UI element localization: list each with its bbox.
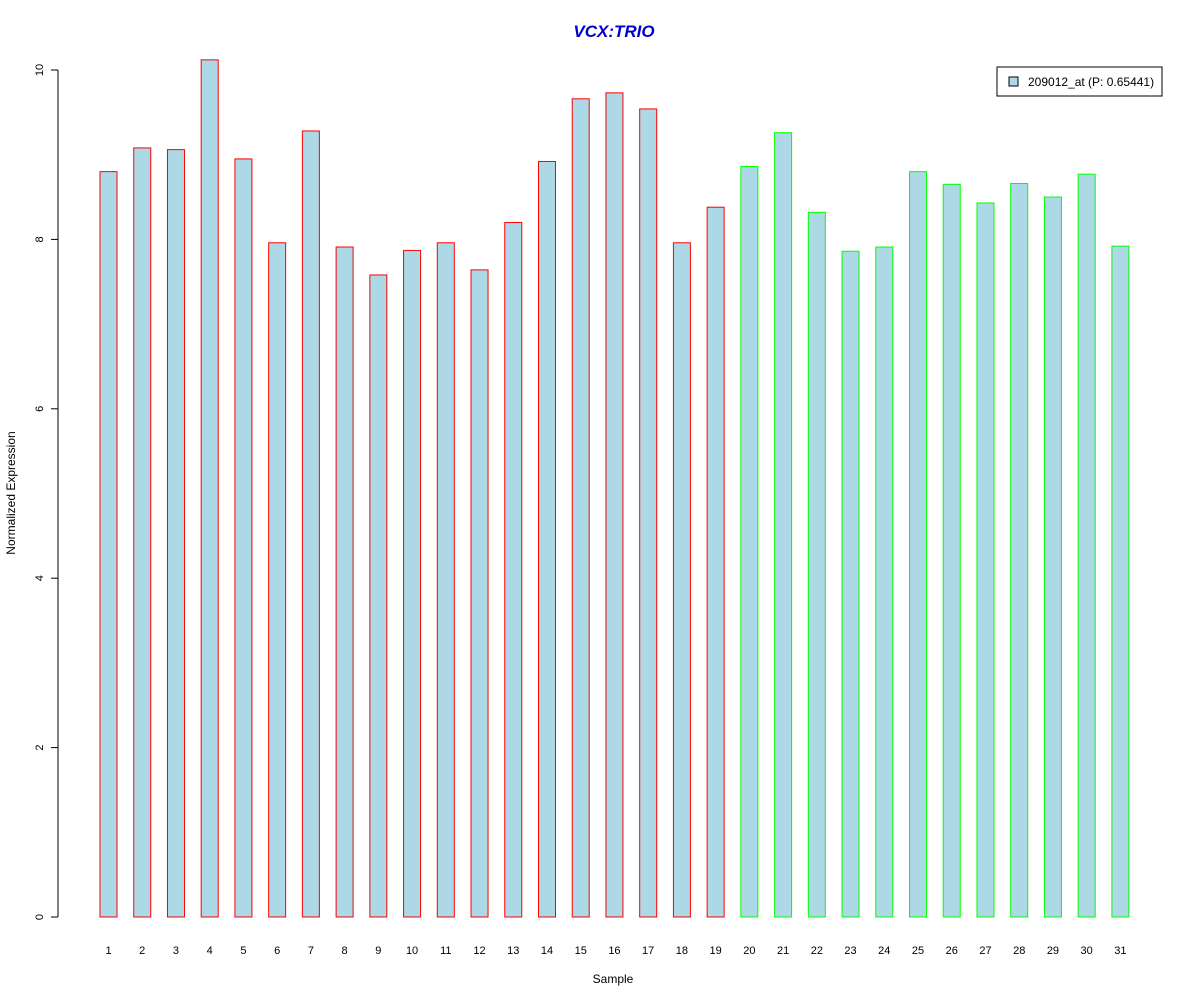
y-tick-label: 4 (34, 575, 46, 581)
bar-11 (436, 242, 455, 918)
legend-swatch (1008, 76, 1019, 87)
x-tick-label: 27 (979, 945, 991, 957)
bar-18 (672, 242, 691, 918)
legend: 209012_at (P: 0.65441) (996, 66, 1163, 97)
bar-21 (774, 132, 793, 918)
bar-19 (706, 206, 725, 918)
bar-1 (99, 171, 118, 918)
x-tick-label: 12 (473, 945, 485, 957)
x-tick-label: 28 (1013, 945, 1025, 957)
x-tick-label: 24 (878, 945, 890, 957)
x-tick-label: 4 (207, 945, 213, 957)
x-tick-label: 22 (811, 945, 823, 957)
bar-2 (133, 147, 152, 918)
bar-6 (268, 242, 287, 918)
bar-5 (234, 158, 253, 918)
x-tick-label: 23 (844, 945, 856, 957)
bar-4 (200, 59, 219, 918)
bar-24 (875, 246, 894, 918)
x-tick-label: 1 (105, 945, 111, 957)
y-tick-label: 0 (34, 914, 46, 920)
x-tick-label: 7 (308, 945, 314, 957)
bar-3 (166, 149, 185, 918)
bar-10 (403, 249, 422, 918)
x-tick-label: 19 (710, 945, 722, 957)
chart-title: VCX:TRIO (573, 22, 654, 41)
bar-8 (335, 246, 354, 918)
x-tick-label: 31 (1114, 945, 1126, 957)
y-tick-label: 6 (34, 406, 46, 412)
x-tick-label: 17 (642, 945, 654, 957)
x-axis-label: Sample (593, 972, 634, 986)
x-tick-label: 18 (676, 945, 688, 957)
bar-26 (942, 183, 961, 918)
x-tick-label: 2 (139, 945, 145, 957)
y-axis: 0 2 4 6 8 10 (34, 64, 59, 920)
bars-group (99, 59, 1130, 918)
bar-25 (909, 171, 928, 918)
bar-9 (369, 274, 388, 918)
bar-29 (1043, 196, 1062, 918)
bar-22 (807, 211, 826, 918)
x-tick-label: 3 (173, 945, 179, 957)
x-tick-label: 21 (777, 945, 789, 957)
y-tick-label: 10 (34, 64, 46, 76)
bar-20 (740, 166, 759, 918)
bar-17 (639, 108, 658, 918)
bar-13 (504, 221, 523, 918)
x-tick-label: 30 (1081, 945, 1093, 957)
x-tick-label: 14 (541, 945, 553, 957)
x-tick-label: 9 (375, 945, 381, 957)
y-tick-label: 8 (34, 236, 46, 242)
bar-23 (841, 250, 860, 918)
bar-28 (1010, 183, 1029, 918)
x-tick-label: 29 (1047, 945, 1059, 957)
bar-15 (571, 98, 590, 918)
x-tick-label: 13 (507, 945, 519, 957)
bar-27 (976, 202, 995, 918)
x-tick-label: 10 (406, 945, 418, 957)
bar-14 (537, 160, 556, 918)
bar-31 (1111, 245, 1130, 918)
x-tick-labels: 1 2 3 4 5 6 7 8 9 10 11 12 13 14 15 16 17 18 19 20 21 22 23 24 2… (105, 945, 1126, 957)
bar-30 (1077, 173, 1096, 918)
bar-16 (605, 92, 624, 918)
legend-box (996, 66, 1163, 97)
x-tick-label: 8 (342, 945, 348, 957)
y-tick-label: 2 (34, 745, 46, 751)
x-tick-label: 15 (575, 945, 587, 957)
x-tick-label: 5 (240, 945, 246, 957)
bar-12 (470, 269, 489, 918)
x-tick-label: 11 (440, 945, 451, 957)
x-tick-label: 25 (912, 945, 924, 957)
x-tick-label: 20 (743, 945, 755, 957)
x-tick-label: 26 (946, 945, 958, 957)
legend-entry-label: 209012_at (P: 0.65441) (1028, 75, 1154, 89)
y-axis-label: Normalized Expression (4, 431, 18, 554)
bar-7 (301, 130, 320, 918)
x-tick-label: 6 (274, 945, 280, 957)
x-tick-label: 16 (608, 945, 620, 957)
